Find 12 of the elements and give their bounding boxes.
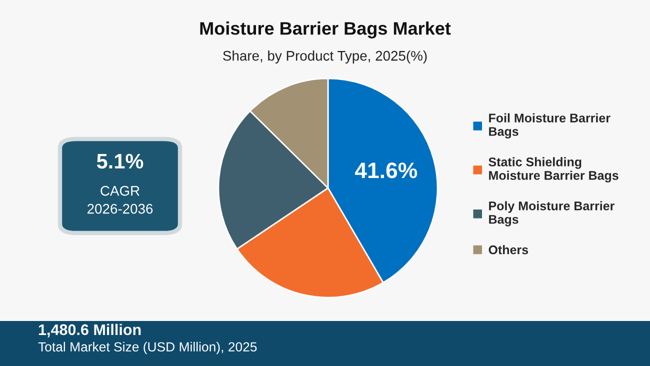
legend-label: Foil Moisture Barrier Bags [489, 113, 610, 138]
text: CAGR [100, 186, 140, 196]
data-label: 41.6% [354, 162, 418, 178]
text: 1,480.6 Million [38, 324, 141, 338]
legend-label: Static Shielding Moisture Barrier Bags [488, 157, 618, 182]
chart-title: Moisture Barrier Bags Market [200, 22, 451, 38]
text: 2026-2036 [87, 204, 153, 214]
legend-label: Others [488, 245, 528, 254]
legend-label: Poly Moisture Barrier Bags [489, 201, 614, 226]
chart-subtitle: Share, by Product Type, 2025(%) [223, 50, 427, 64]
text: 5.1% [96, 154, 144, 169]
text: Total Market Size (USD Million), 2025 [38, 342, 257, 354]
